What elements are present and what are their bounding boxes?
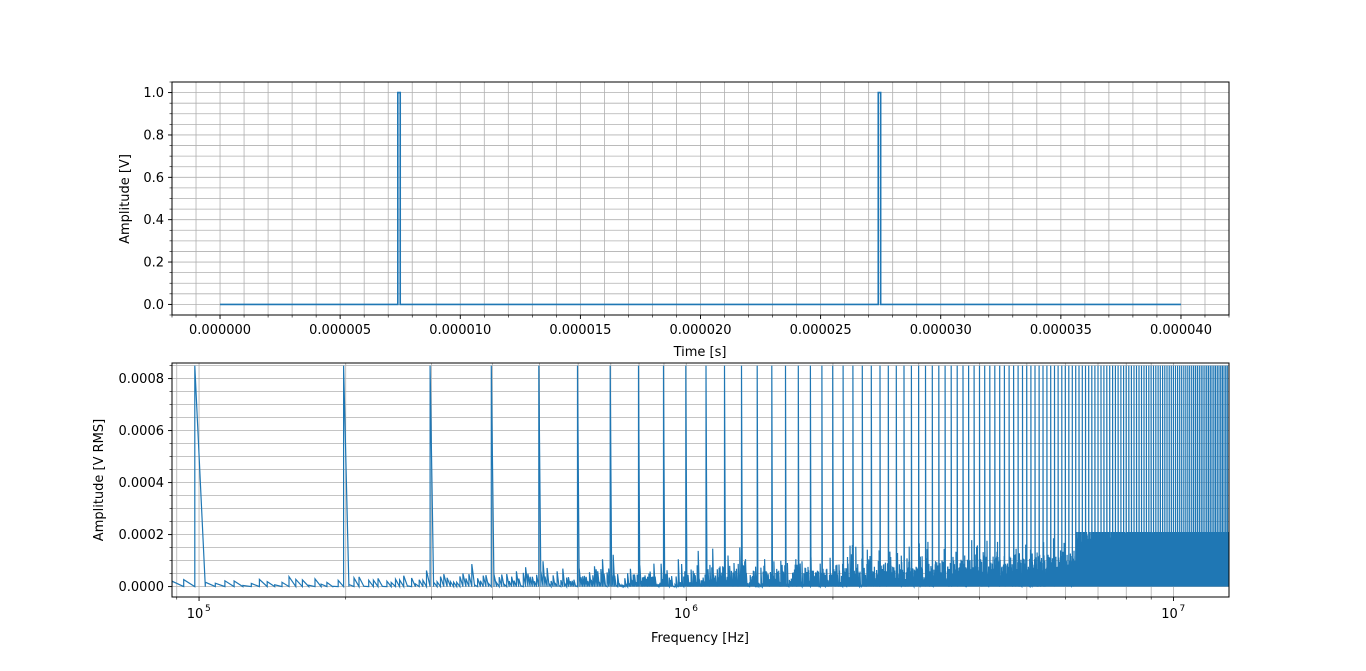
time-chart-tick-label-x: 0.000035 — [1030, 323, 1092, 338]
time-chart: 0.000000 0.000005 0.000010 0.000015 0.000020… — [118, 81, 1230, 360]
time-chart-ticks: 0.000000 0.000005 0.000010 0.000015 0.000020… — [143, 81, 1230, 338]
time-chart-xlabel: Time [s] — [673, 345, 727, 360]
spectrum-chart-tick-label-x-exponent: 6 — [692, 604, 698, 614]
spectrum-chart-tick-label-x-exponent: 7 — [1179, 604, 1185, 614]
spectrum-chart-series — [172, 365, 1229, 589]
time-chart-tick-label-x: 0.000020 — [669, 323, 731, 338]
time-chart-tick-label-x: 0.000040 — [1150, 323, 1212, 338]
spectrum-chart-tick-label-y: 0.0004 — [119, 476, 165, 491]
spectrum-chart-frame — [171, 362, 1230, 598]
spectrum-chart-tick-label-y: 0.0000 — [119, 580, 165, 595]
time-chart-tick-label-y: 0.0 — [143, 298, 164, 313]
spectrum-chart-ylabel: Amplitude [V RMS] — [92, 419, 107, 541]
spectrum-chart-tick-label-y: 0.0008 — [119, 372, 165, 387]
time-chart-tick-label-x: 0.000000 — [189, 323, 251, 338]
time-chart-tick-label-y: 0.4 — [143, 213, 164, 228]
time-chart-ylabel: Amplitude [V] — [118, 154, 133, 244]
spectrum-chart-tick-label-y: 0.0002 — [119, 528, 165, 543]
time-chart-series — [220, 91, 1181, 306]
time-chart-tick-label-y: 0.2 — [143, 256, 164, 271]
time-chart-tick-label-x: 0.000010 — [429, 323, 491, 338]
spectrum-chart-xlabel: Frequency [Hz] — [651, 631, 749, 646]
time-chart-grid — [171, 81, 1230, 316]
spectrum-chart-tick-label-x-exponent: 5 — [205, 604, 211, 614]
time-chart-tick-label-x: 0.000015 — [549, 323, 611, 338]
time-chart-tick-label-y: 0.8 — [143, 128, 164, 143]
spectrum-chart: 10 5 10 6 10 70.00000.00020.00040.00060.0008 … — [92, 362, 1230, 646]
time-chart-tick-label-y: 0.6 — [143, 171, 164, 186]
time-chart-tick-label-x: 0.000030 — [910, 323, 972, 338]
spectrum-chart-tick-label-x: 10 — [187, 607, 204, 622]
spectrum-chart-tick-label-x: 10 — [674, 607, 691, 622]
spectrum-chart-tick-label-y: 0.0006 — [119, 424, 165, 439]
spectrum-chart-tick-label-x: 10 — [1161, 607, 1178, 622]
spectrum-chart-line — [172, 365, 1229, 589]
time-chart-tick-label-y: 1.0 — [143, 86, 164, 101]
time-chart-tick-label-x: 0.000025 — [790, 323, 852, 338]
time-chart-tick-label-x: 0.000005 — [309, 323, 371, 338]
time-chart-line — [220, 91, 1181, 306]
